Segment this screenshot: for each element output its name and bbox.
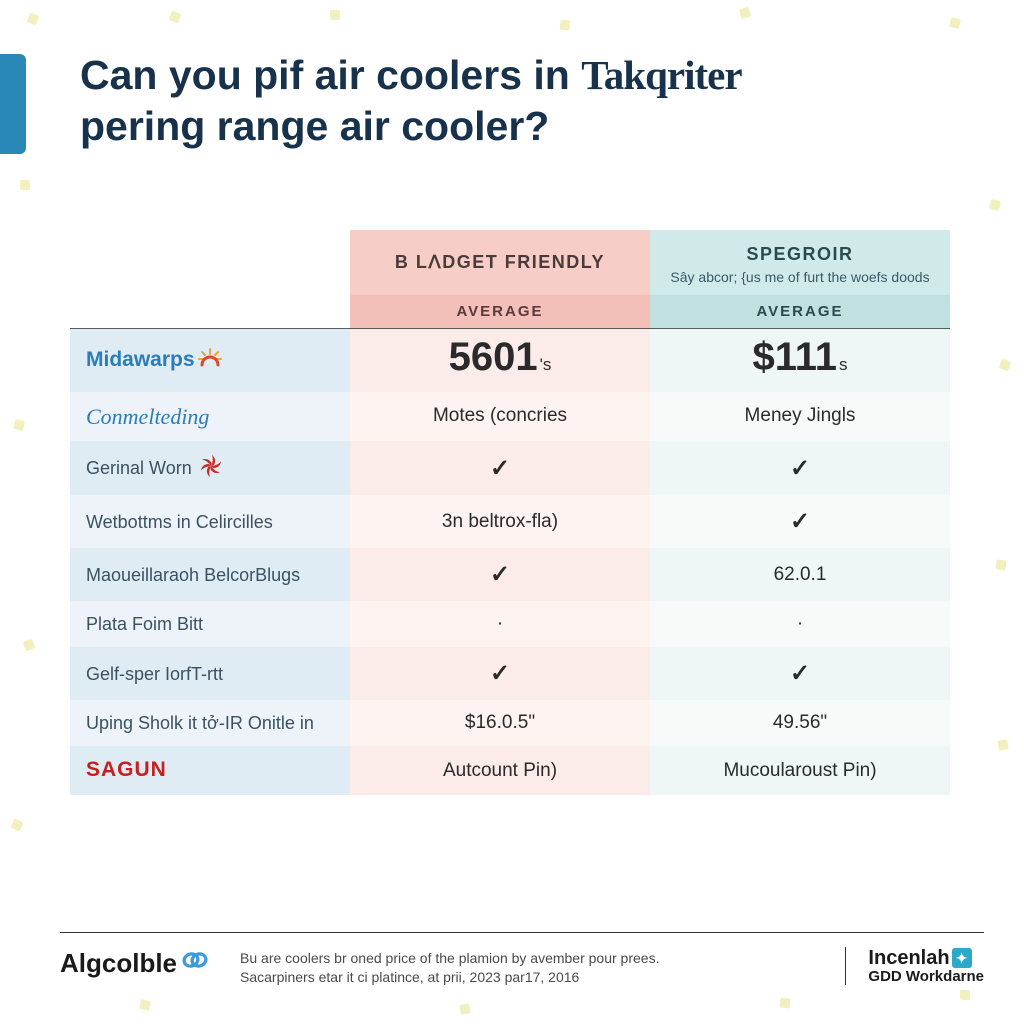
col1-cell: ✓ [350,548,650,601]
confetti-dot [997,739,1009,751]
row-label: Maoueillaraoh BelcorBlugs [70,548,350,601]
col2-header: SPEGROIRSây abcor; {us me of furt the wo… [650,230,950,295]
row-label: Plata Foim Bitt [70,601,350,647]
confetti-dot [459,1003,471,1015]
link-icon [180,947,210,980]
footer-brand-left: Algcolble [60,947,210,980]
footer: Algcolble Bu are coolers br oned price o… [60,932,984,988]
confetti-dot [779,997,790,1008]
confetti-dot [998,358,1011,371]
title-part-a: Can you pif air coolers in [80,52,581,98]
accent-bar [0,54,26,154]
row-label: Uping Sholk it tở-IR Onitle in [70,700,350,746]
confetti-dot [169,11,182,24]
confetti-dot [995,559,1006,570]
col1-cell: Autcount Pin) [350,746,650,794]
col2-cell: ✓ [650,441,950,496]
row-label: Conmelteding [70,392,350,441]
col1-cell: ✓ [350,441,650,496]
spacer [70,230,350,295]
col2-big-value: $111s [650,329,950,392]
square-icon: ✦ [952,948,972,968]
confetti-dot [559,19,570,30]
col2-cell: ✓ [650,647,950,700]
footer-description: Bu are coolers br oned price of the plam… [230,947,825,988]
check-icon: ✓ [790,454,810,483]
col1-cell: Motes (concries [350,392,650,441]
confetti-dot [22,638,35,651]
confetti-dot [13,419,25,431]
row-label: Gerinal Worn [70,441,350,496]
col2-avg-label: AVERAGE [650,295,950,328]
check-icon: ✓ [790,659,810,688]
col2-cell: 49.56" [650,700,950,746]
confetti-dot [139,999,151,1011]
sun-icon [197,347,223,374]
confetti-dot [949,17,961,29]
confetti-dot [20,180,30,190]
row-label: SAGUN [70,746,350,794]
row-label: Midawarps [70,329,350,392]
col1-cell: $16.0.5" [350,700,650,746]
check-icon: ✓ [790,507,810,536]
col2-cell: 62.0.1 [650,548,950,601]
confetti-dot [10,818,23,831]
col1-cell: · [350,601,650,647]
confetti-dot [960,990,970,1000]
check-icon: ✓ [490,560,510,589]
col1-cell: 3n beltrox-fla) [350,495,650,548]
col2-cell: ✓ [650,495,950,548]
comparison-table: B LᐱDGET FRIENDLYSPEGROIRSây abcor; {us … [70,230,954,795]
col1-big-value: 5601's [350,329,650,392]
page-title: Can you pif air coolers in Takqriter per… [80,50,940,153]
col2-cell: · [650,601,950,647]
confetti-dot [989,199,1001,211]
col2-cell: Mucoularoust Pin) [650,746,950,794]
col1-header: B LᐱDGET FRIENDLY [350,230,650,295]
spacer [70,295,350,328]
check-icon: ✓ [490,659,510,688]
row-label: Gelf-sper IorfT-rtt [70,647,350,700]
confetti-dot [739,7,751,19]
col1-avg-label: AVERAGE [350,295,650,328]
col1-cell: ✓ [350,647,650,700]
spiral-icon [198,453,224,484]
check-icon: ✓ [490,454,510,483]
title-styled-word: Takqriter [581,52,741,98]
title-line2: pering range air cooler? [80,103,549,149]
footer-brand-right: Incenlah✦ GDD Workdarne [845,947,984,985]
col2-cell: Meney Jingls [650,392,950,441]
row-label: Wetbottms in Celircilles [70,495,350,548]
confetti-dot [27,13,40,26]
confetti-dot [330,10,340,20]
